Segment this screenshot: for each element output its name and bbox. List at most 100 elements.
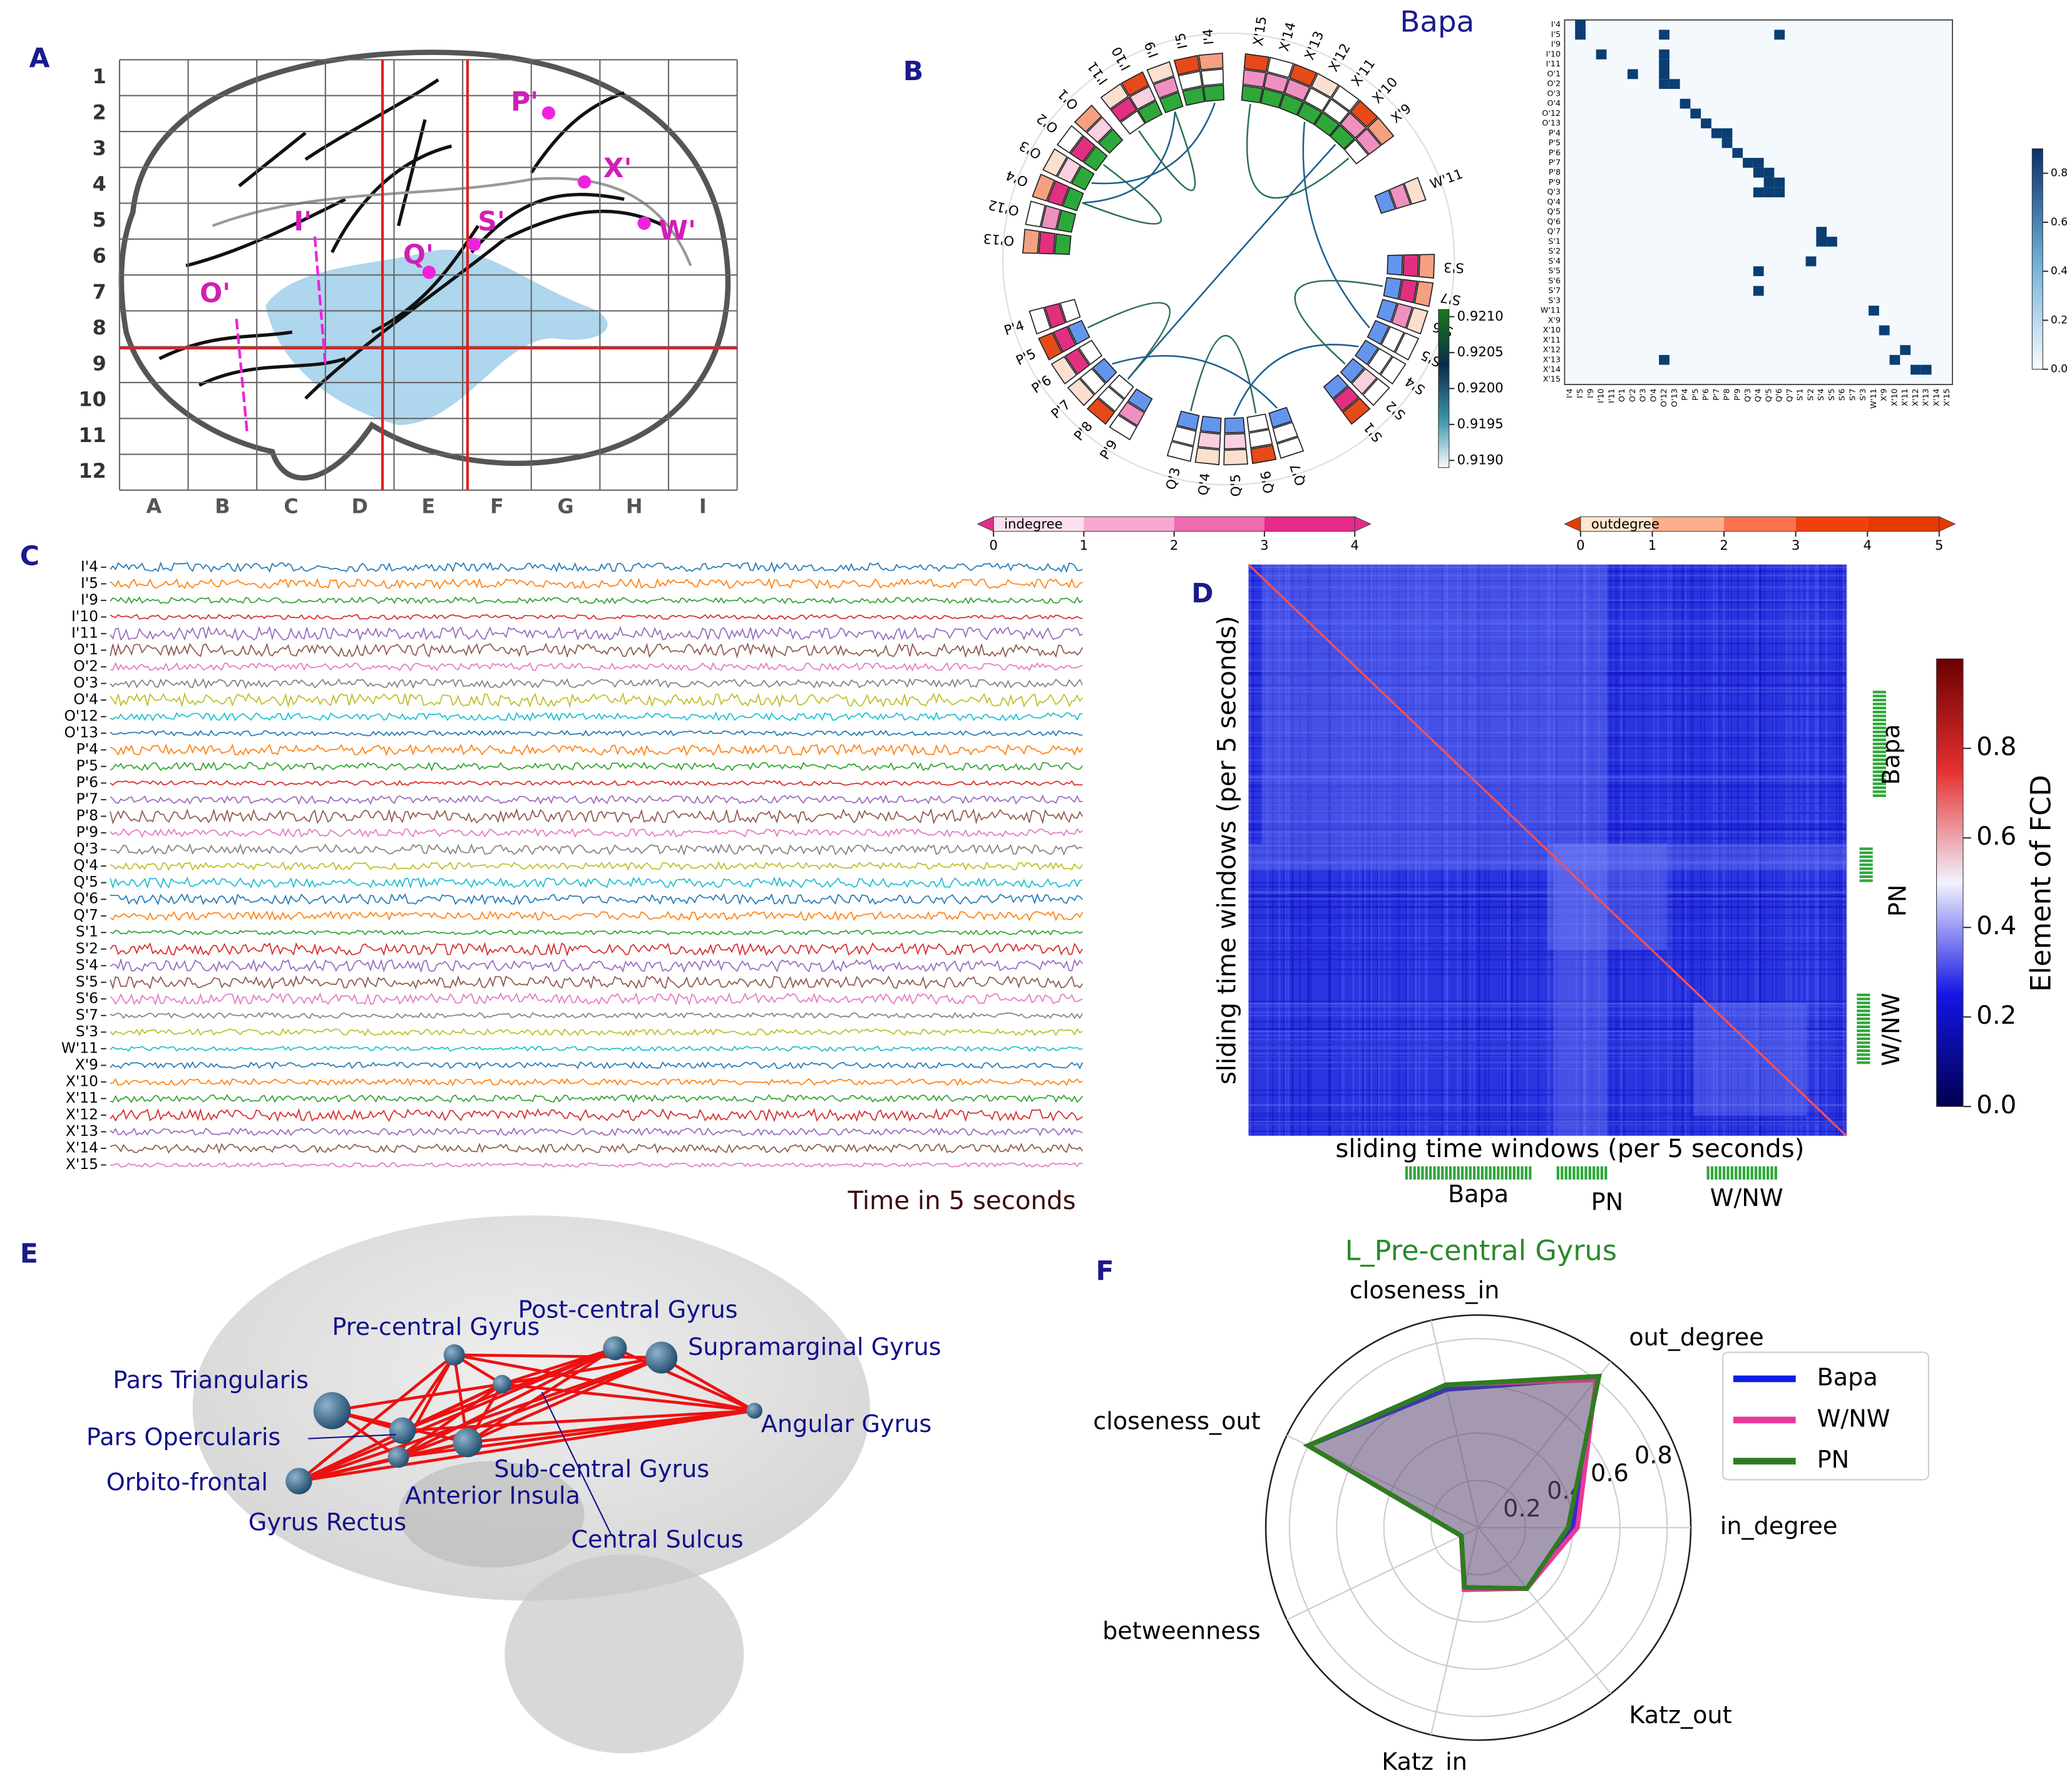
electrode-label: Q': [403, 240, 434, 270]
region-label: Anterior Insula: [405, 1482, 580, 1510]
heatmap-texture: [1248, 759, 1847, 761]
ring-cell: [1276, 436, 1305, 459]
matrix-cell: [1879, 325, 1890, 336]
matrix-row-label: X'10: [1543, 325, 1561, 334]
group-marker: [1872, 723, 1886, 726]
heatmap-texture: [1248, 1115, 1847, 1117]
matrix-row-label: I'11: [1546, 59, 1561, 68]
heatmap-texture: [1554, 564, 1557, 1136]
heatmap-texture: [1248, 601, 1847, 604]
heatmap-texture: [1584, 564, 1586, 1136]
group-marker: [1872, 774, 1886, 778]
heatmap-texture: [1248, 770, 1847, 773]
heatmap-texture: [1248, 731, 1847, 734]
row-label: 11: [78, 423, 106, 447]
group-marker: [1872, 738, 1886, 741]
electrode-label: O': [200, 278, 230, 309]
matrix-row-label: O'12: [1542, 108, 1561, 118]
heatmap-texture: [1446, 564, 1449, 1136]
matrix-cell: [1921, 364, 1932, 375]
channel-label: S'7: [76, 1006, 98, 1023]
region-label: Central Sulcus: [571, 1526, 743, 1553]
heatmap-texture: [1591, 564, 1593, 1136]
ring-cell: [1367, 319, 1390, 345]
heatmap-texture: [1248, 953, 1847, 956]
heatmap-texture: [1669, 564, 1672, 1136]
heatmap-texture: [1556, 564, 1557, 1136]
channel-label: S'3: [76, 1023, 98, 1040]
node-label: Q'5: [1228, 474, 1244, 497]
connection: [298, 1455, 399, 1483]
channel-label: O'3: [73, 674, 98, 691]
ring-cell: [1243, 53, 1270, 73]
matrix-col-label: O'2: [1628, 388, 1637, 402]
connection: [297, 1354, 456, 1483]
ring-cell: [1322, 98, 1350, 125]
heatmap-texture: [1248, 969, 1847, 971]
matrix-row-label: P'6: [1549, 148, 1561, 157]
heatmap-texture: [1730, 564, 1732, 1136]
group-marker: [1596, 1166, 1599, 1180]
legend-label: W/NW: [1817, 1405, 1890, 1433]
group-marker: [1857, 1041, 1870, 1044]
connection: [660, 1356, 756, 1412]
heatmap-texture: [1819, 564, 1821, 1136]
matrix-cell: [1659, 69, 1669, 80]
heatmap-texture: [1248, 954, 1847, 957]
electrode-label: P': [511, 87, 538, 118]
ring-cell: [1311, 73, 1340, 98]
group-marker: [1872, 714, 1886, 718]
group-marker: [1715, 1166, 1718, 1180]
tick-label: 0.2: [2051, 314, 2068, 327]
ring-cell: [1340, 112, 1367, 139]
heatmap-texture: [1626, 564, 1628, 1136]
tick-label: 0.8: [1976, 732, 2016, 761]
ring-cell: [1129, 85, 1156, 110]
node: [453, 1428, 483, 1458]
ring-cell: [1340, 358, 1365, 384]
group-marker: [1568, 1166, 1572, 1180]
heatmap-texture: [1418, 564, 1420, 1136]
heatmap-texture: [1248, 1094, 1847, 1096]
group-marker: [1722, 1166, 1726, 1180]
heatmap-texture: [1614, 564, 1617, 1136]
group-label: W/NW: [1710, 1185, 1783, 1212]
chord: [1233, 344, 1359, 416]
heatmap-texture: [1248, 942, 1847, 945]
matrix-col-label: P'8: [1722, 388, 1731, 400]
heatmap-texture: [1310, 564, 1312, 1136]
node: [603, 1336, 627, 1361]
heatmap-texture: [1248, 828, 1847, 830]
col-label: A: [146, 494, 162, 518]
channel-label: Q'5: [73, 873, 98, 890]
colorbar-segment: [993, 517, 1084, 532]
heatmap-texture: [1479, 564, 1480, 1136]
heatmap-texture: [1248, 1031, 1847, 1033]
heatmap-texture: [1248, 589, 1847, 591]
heatmap-texture: [1248, 1089, 1847, 1091]
channel-label: I'5: [81, 574, 98, 592]
tick-label: 0.9205: [1457, 344, 1504, 360]
heatmap-texture: [1248, 811, 1847, 814]
ring-cell: [1173, 54, 1201, 76]
heatmap-texture: [1252, 564, 1254, 1136]
group-marker: [1580, 1166, 1584, 1180]
heatmap-block: [1547, 843, 1667, 950]
matrix-row-label: O'2: [1547, 79, 1561, 88]
group-label: Bapa: [1448, 1181, 1509, 1208]
heatmap-texture: [1825, 564, 1828, 1136]
region-label: Pars Triangularis: [113, 1367, 309, 1394]
heatmap-texture: [1728, 564, 1730, 1136]
matrix-col-label: P'5: [1690, 388, 1700, 400]
channel-label: X'14: [66, 1138, 98, 1156]
panel-label: D: [1191, 579, 1213, 609]
ring-cell: [1332, 386, 1360, 413]
channel-label: I'11: [71, 624, 98, 641]
node-label: X'10: [1370, 75, 1402, 107]
heatmap-texture: [1690, 564, 1692, 1136]
ring-cell: [1056, 125, 1084, 154]
heatmap-texture: [1248, 882, 1847, 884]
ring-cell: [1042, 148, 1068, 177]
heatmap-texture: [1610, 564, 1612, 1136]
ring-cell: [1118, 401, 1146, 426]
